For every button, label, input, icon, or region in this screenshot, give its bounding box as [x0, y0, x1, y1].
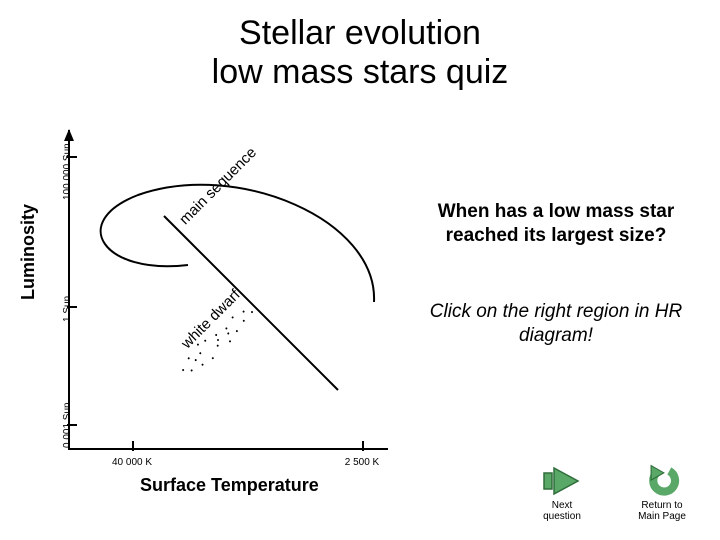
question-text: When has a low mass star reached its lar…: [416, 200, 696, 248]
instruction-text: Click on the right region in HR diagram!: [416, 300, 696, 348]
return-label: Return to Main Page: [632, 500, 692, 522]
y-axis-label: Luminosity: [18, 204, 39, 300]
y-tick-label: 100 000 Sun: [62, 143, 73, 200]
main-sequence-path[interactable]: [164, 216, 338, 390]
white-dwarf-label: white dwarf: [178, 286, 244, 352]
x-tick-label: 2 500 K: [345, 457, 379, 468]
y-tick-label: 1 Sun: [62, 296, 73, 322]
next-label: Next question: [532, 500, 592, 522]
title-line-1: Stellar evolution: [239, 14, 481, 52]
x-tick-label: 40 000 K: [112, 457, 152, 468]
x-tick: [132, 441, 134, 451]
next-question-button[interactable]: Next question: [532, 464, 592, 522]
evolution-loop-path[interactable]: [101, 185, 374, 302]
x-axis-label: Surface Temperature: [140, 475, 319, 496]
title-line-2: low mass stars quiz: [212, 53, 509, 91]
x-tick: [362, 441, 364, 451]
main-sequence-label: main sequence: [176, 144, 260, 228]
return-icon: [642, 464, 682, 498]
next-icon: [542, 464, 582, 498]
hr-diagram[interactable]: 100 000 Sun 1 Sun 0.001 Sun 40 000 K 2 5…: [68, 130, 388, 450]
x-axis: [68, 448, 388, 450]
nav-bar: Next question Return to Main Page: [532, 464, 692, 522]
page-title: Stellar evolution low mass stars quiz: [0, 0, 720, 92]
y-tick-label: 0.001 Sun: [62, 402, 73, 448]
return-main-button[interactable]: Return to Main Page: [632, 464, 692, 522]
